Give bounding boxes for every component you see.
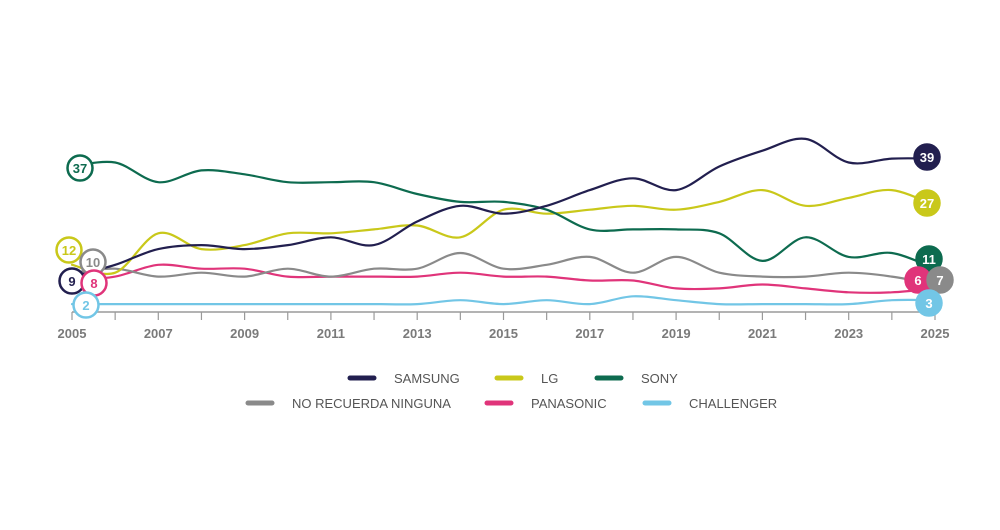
series-line-lg: [70, 188, 937, 276]
legend-item-lg: LG: [494, 371, 558, 386]
end-label-circle: [915, 245, 943, 273]
end-label-circle: [915, 289, 943, 317]
series-line-panasonic: [70, 263, 937, 294]
x-tick-label: 2023: [834, 326, 863, 341]
x-tick-label: 2015: [489, 326, 518, 341]
start-label-value: 2: [82, 298, 89, 313]
start-label-value: 9: [68, 274, 75, 289]
x-tick-label: 2021: [748, 326, 777, 341]
start-label-value: 10: [86, 255, 100, 270]
start-label-lg: 12: [55, 236, 83, 264]
end-label-circle: [926, 266, 954, 294]
x-tick-label: 2019: [662, 326, 691, 341]
legend-label: SAMSUNG: [394, 371, 460, 386]
start-label-value: 12: [62, 243, 76, 258]
x-tick-label: 2005: [58, 326, 87, 341]
legend-item-samsung: SAMSUNG: [347, 371, 460, 386]
end-label-challenger: 3: [915, 289, 943, 317]
end-label-value: 39: [920, 150, 934, 165]
end-label-value: 6: [914, 273, 921, 288]
series-lines: [70, 137, 937, 306]
start-label-sony: 37: [66, 154, 94, 182]
end-label-circle: [913, 143, 941, 171]
end-label-value: 3: [925, 296, 932, 311]
end-label-lg: 27: [913, 189, 941, 217]
end-label-value: 11: [922, 252, 936, 267]
legend-item-challenger: CHALLENGER: [642, 396, 777, 411]
legend-label: SONY: [641, 371, 678, 386]
series-line-samsung: [70, 137, 937, 278]
series-line-no-recuerda-ninguna: [70, 251, 937, 286]
legend: SAMSUNG LG SONY NO RECUERDA NINGUNA PANASONI…: [245, 371, 777, 411]
start-label-value: 37: [73, 161, 87, 176]
x-tick-label: 2013: [403, 326, 432, 341]
end-label-value: 27: [920, 196, 934, 211]
x-tick-label: 2007: [144, 326, 173, 341]
start-label-circle: [72, 291, 100, 319]
start-label-circle: [66, 154, 94, 182]
legend-label: LG: [541, 371, 558, 386]
start-label-circle: [55, 236, 83, 264]
start-label-challenger: 2: [72, 291, 100, 319]
x-tick-label: 2011: [317, 326, 345, 341]
legend-label: PANASONIC: [531, 396, 607, 411]
x-axis: 2005 2007 2009 2011 2013 2015 2017 2019 2021 2023…: [58, 311, 950, 341]
x-tick-label: 2017: [575, 326, 604, 341]
end-label-value: 7: [936, 273, 943, 288]
end-label-samsung: 39: [913, 143, 941, 171]
end-label-no-recuerda-ninguna: 7: [926, 266, 954, 294]
legend-item-no-recuerda-ninguna: NO RECUERDA NINGUNA: [245, 396, 451, 411]
end-label-sony: 11: [915, 245, 943, 273]
series-line-challenger: [70, 295, 937, 306]
start-label-value: 8: [90, 276, 97, 291]
legend-item-panasonic: PANASONIC: [484, 396, 607, 411]
legend-item-sony: SONY: [594, 371, 678, 386]
legend-label: CHALLENGER: [689, 396, 777, 411]
series-end-labels: 37 12 10 9 82 39 27 116 73: [55, 143, 954, 319]
end-label-circle: [913, 189, 941, 217]
start-label-no-recuerda-ninguna: 10: [79, 248, 107, 276]
legend-label: NO RECUERDA NINGUNA: [292, 396, 451, 411]
x-tick-label: 2009: [230, 326, 259, 341]
series-line-sony: [70, 160, 937, 270]
x-tick-label: 2025: [921, 326, 950, 341]
